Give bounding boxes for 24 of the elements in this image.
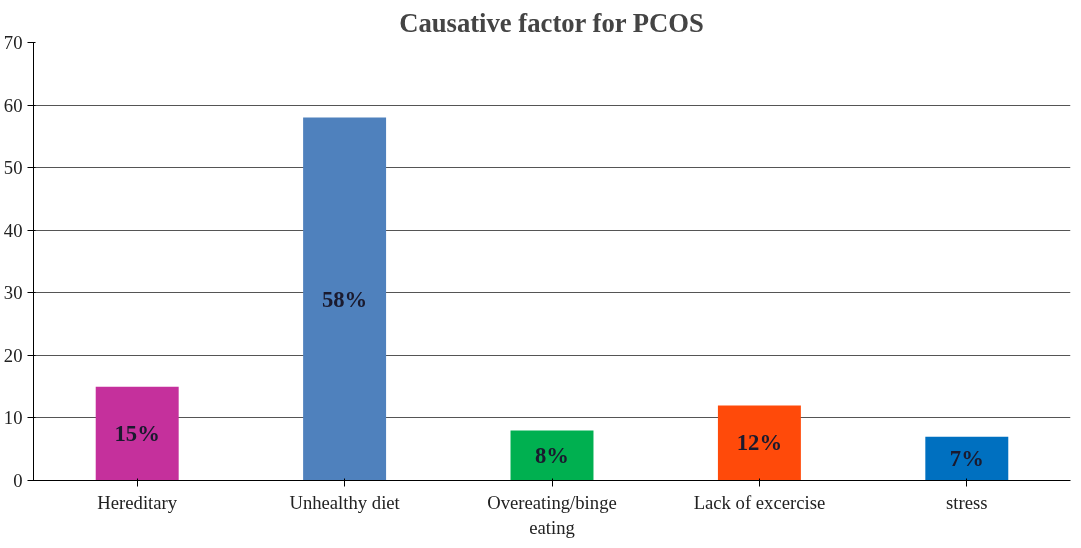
y-tick-label: 20 — [3, 344, 23, 366]
data-label: 58% — [321, 286, 368, 312]
y-tick-label: 70 — [3, 32, 23, 53]
y-tick-label: 0 — [13, 470, 23, 491]
data-label: 15% — [114, 421, 160, 447]
y-tick-label: 10 — [3, 407, 23, 429]
y-tick-label: 30 — [3, 282, 23, 304]
bar — [925, 436, 1009, 481]
x-tick-label: Lack of excercise — [693, 491, 826, 513]
data-label: 7% — [949, 446, 984, 472]
bar — [510, 430, 594, 481]
x-tick-label: Unhealthy diet — [289, 491, 401, 513]
x-tick-label: Overeating/binge eating — [487, 491, 617, 538]
y-tick-label: 60 — [3, 94, 23, 116]
bar — [717, 405, 801, 481]
chart-title: Causative factor for PCOS — [399, 7, 704, 38]
bar — [95, 386, 179, 481]
x-tick-label: stress — [946, 491, 988, 513]
x-tick-label: Hereditary — [97, 491, 178, 513]
y-tick-label: 40 — [3, 219, 23, 241]
data-label: 8% — [535, 442, 569, 468]
data-label: 12% — [736, 430, 783, 456]
y-tick-label: 50 — [3, 157, 23, 179]
bar — [303, 117, 387, 481]
